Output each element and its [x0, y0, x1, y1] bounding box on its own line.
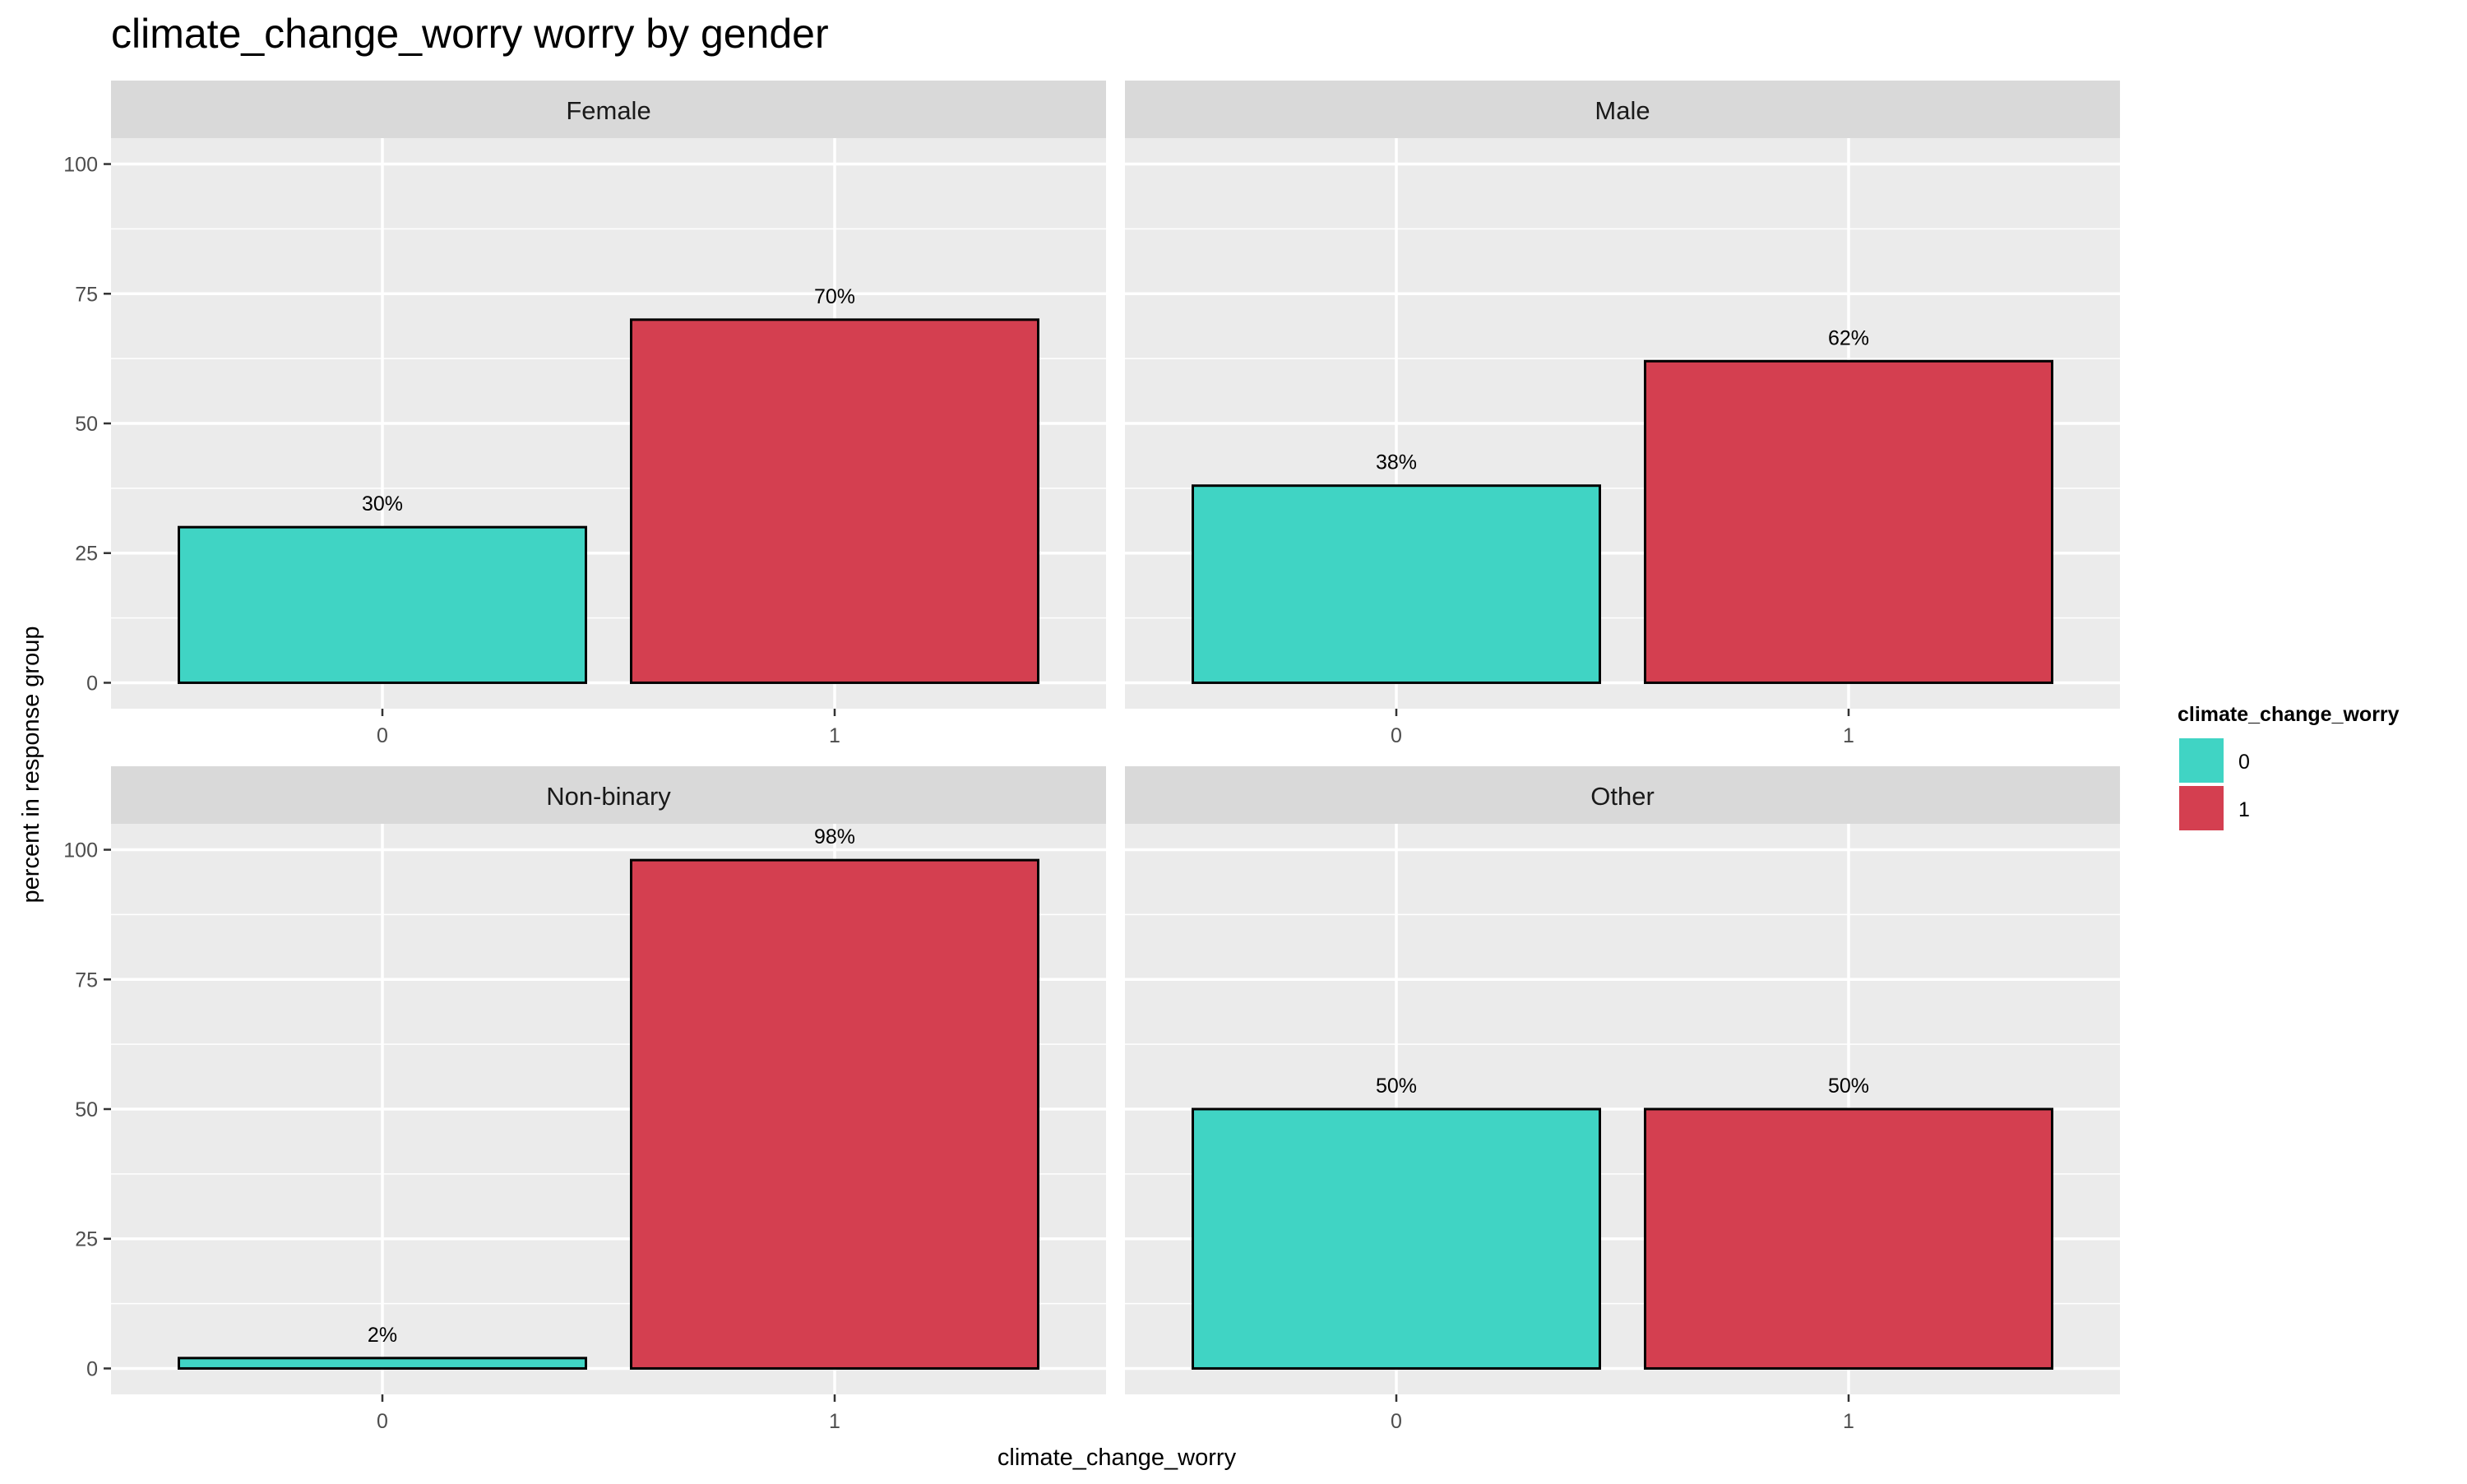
x-tick-label: 1 [1843, 724, 1854, 747]
x-tick-label: 1 [829, 724, 840, 747]
x-tick-label: 1 [829, 1410, 840, 1433]
y-tick-label: 75 [75, 969, 98, 992]
legend: climate_change_worry 0 1 [2178, 703, 2400, 830]
x-tick-label: 0 [1391, 724, 1402, 747]
y-tick-label: 100 [63, 839, 98, 862]
facet-panel-non-binary: Non-binary 0 25 50 75 100 2% 98% 0 1 [63, 766, 1106, 1433]
bar-other-1 [1644, 1107, 2053, 1370]
y-tick-label: 50 [75, 1098, 98, 1121]
facet-strip [111, 81, 1106, 138]
facet-strip [1125, 81, 2120, 138]
bar-non-binary-1 [630, 858, 1039, 1370]
x-axis-title: climate_change_worry [997, 1445, 1237, 1471]
bar-male-0 [1192, 484, 1601, 684]
y-tick-label: 100 [63, 154, 98, 177]
facet-panel-male: Male 38% 62% 0 1 [1125, 81, 2120, 747]
y-tick-label: 25 [75, 543, 98, 566]
data-label: 50% [1376, 1075, 1417, 1098]
bar-female-1 [630, 318, 1039, 684]
bar-male-1 [1644, 359, 2053, 684]
x-tick-label: 0 [1391, 1410, 1402, 1433]
x-tick-label: 1 [1843, 1410, 1854, 1433]
y-axis-title: percent in response group [18, 626, 44, 904]
bar-female-0 [178, 525, 587, 684]
y-tick-label: 75 [75, 283, 98, 306]
y-tick-label: 0 [86, 672, 98, 695]
x-tick-label: 0 [377, 724, 388, 747]
facet-strip-label: Female [566, 96, 650, 125]
y-tick-label: 25 [75, 1228, 98, 1251]
facet-panel-other: Other 50% 50% 0 1 [1125, 766, 2120, 1433]
legend-label: 1 [2238, 798, 2250, 821]
legend-key-1 [2179, 786, 2224, 830]
data-label: 30% [362, 492, 403, 515]
y-tick-label: 0 [86, 1357, 98, 1380]
chart-title: climate_change_worry worry by gender [111, 11, 829, 57]
facet-panel-female: Female 0 25 50 75 100 30% 70% 0 1 [63, 81, 1106, 747]
data-label: 38% [1376, 451, 1417, 474]
facet-strip-label: Other [1590, 782, 1655, 811]
data-label: 98% [814, 825, 855, 848]
legend-key-0 [2179, 738, 2224, 783]
facet-strip-label: Male [1595, 96, 1650, 125]
data-label: 2% [368, 1324, 397, 1347]
data-label: 70% [814, 285, 855, 308]
facet-strip [111, 766, 1106, 824]
y-tick-label: 50 [75, 413, 98, 436]
legend-label: 0 [2238, 751, 2250, 774]
bar-other-0 [1192, 1107, 1601, 1370]
bar-non-binary-0 [178, 1357, 587, 1370]
facet-strip-label: Non-binary [546, 782, 671, 811]
x-tick-label: 0 [377, 1410, 388, 1433]
data-label: 50% [1828, 1075, 1869, 1098]
data-label: 62% [1828, 326, 1869, 349]
facet-strip [1125, 766, 2120, 824]
legend-title: climate_change_worry [2178, 703, 2400, 726]
